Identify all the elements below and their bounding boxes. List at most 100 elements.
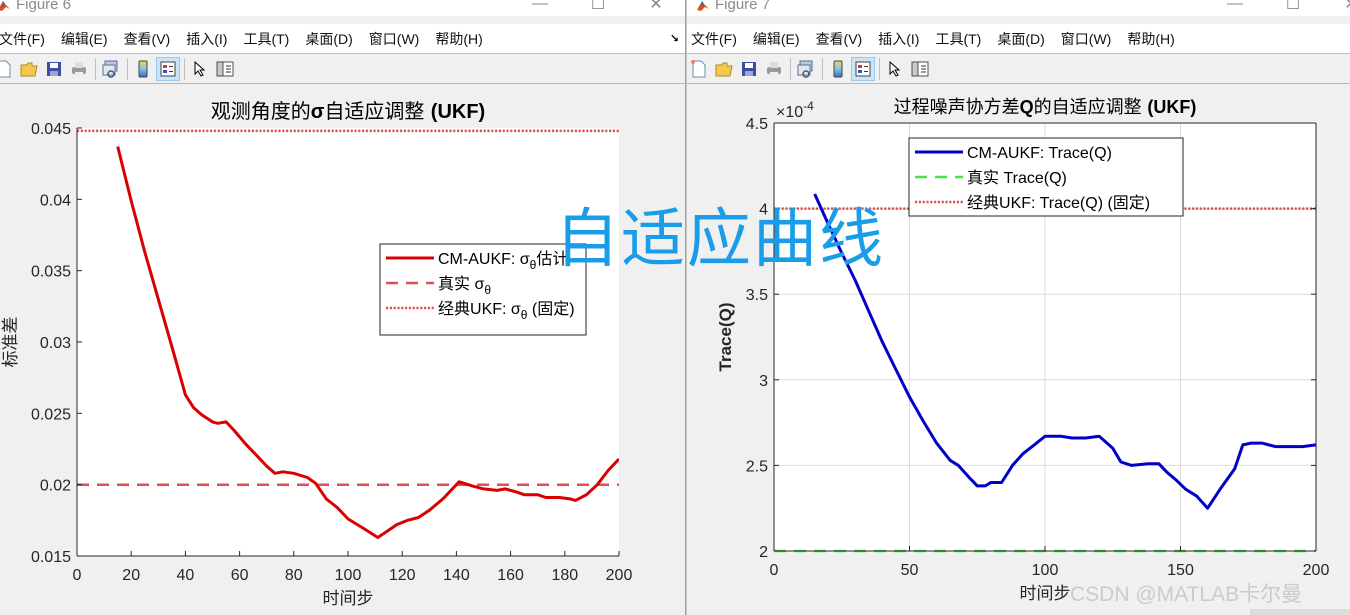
x-tick-label: 60 xyxy=(231,567,249,584)
toolbar-separator xyxy=(790,58,791,80)
select-pointer-icon[interactable] xyxy=(188,57,212,81)
legend-icon[interactable] xyxy=(156,57,180,81)
toolbar-separator xyxy=(879,58,880,80)
menu-insert[interactable]: 插入(I) xyxy=(878,30,920,47)
x-tick-label: 160 xyxy=(497,567,524,584)
y-tick-label: 0.045 xyxy=(31,121,71,138)
y-tick-label: 4.5 xyxy=(746,116,768,133)
figure-canvas: 0 20 40 60 80 100 120 140 160 180 200 0.015 0.02 0.02… xyxy=(0,85,685,615)
x-tick-label: 200 xyxy=(1303,562,1330,579)
y-tick-label: 0.04 xyxy=(40,192,71,209)
y-axis-label: Trace(Q) xyxy=(716,303,735,372)
x-tick-label: 80 xyxy=(285,567,303,584)
open-file-icon[interactable] xyxy=(17,57,41,81)
sigma-adaptation-chart[interactable]: 0 20 40 60 80 100 120 140 160 180 200 0.015 0.02 0.02… xyxy=(0,85,686,615)
new-figure-icon[interactable] xyxy=(687,57,711,81)
menu-view[interactable]: 查看(V) xyxy=(123,30,171,47)
maximize-button[interactable]: ☐ xyxy=(590,0,606,13)
legend[interactable]: CM-AUKF: Trace(Q) 真实 Trace(Q) 经典UKF: Trace… xyxy=(908,137,1184,217)
menu-window[interactable]: 窗口(W) xyxy=(368,30,420,47)
open-file-icon[interactable] xyxy=(712,57,736,81)
y-tick-label: 0.03 xyxy=(40,335,71,352)
menu-help[interactable]: 帮助(H) xyxy=(1127,30,1175,47)
y-tick-label: 0.015 xyxy=(31,549,71,566)
select-pointer-icon[interactable] xyxy=(883,57,907,81)
figure-window-6: Figure 6 — ☐ ✕ 文件(F) 编辑(E) 查看(V) 插入(I) 工… xyxy=(0,0,686,615)
legend-entry: CM-AUKF: Trace(Q) xyxy=(967,145,1112,162)
y-tick-label: 0.025 xyxy=(31,406,71,423)
close-button[interactable]: ✕ xyxy=(1322,0,1350,16)
y-tick-label: 2.5 xyxy=(746,458,768,475)
y-tick-label: 0.035 xyxy=(31,264,71,281)
menu-desktop[interactable]: 桌面(D) xyxy=(997,30,1045,47)
menu-insert[interactable]: 插入(I) xyxy=(186,30,228,47)
window-title: Figure 7 xyxy=(715,0,771,13)
x-tick-label: 200 xyxy=(606,567,633,584)
menu-tools[interactable]: 工具(T) xyxy=(243,30,290,47)
y-tick-label: 3.5 xyxy=(746,287,768,304)
close-button[interactable]: ✕ xyxy=(649,0,663,13)
maximize-button[interactable]: ☐ xyxy=(1285,0,1301,13)
menu-edit[interactable]: 编辑(E) xyxy=(60,30,108,47)
legend-entry: 真实 σθ xyxy=(438,274,491,297)
print-icon[interactable] xyxy=(67,57,91,81)
toolbar-separator xyxy=(95,58,96,80)
x-tick-label: 150 xyxy=(1167,562,1194,579)
chart-title: 观测角度的σ自适应调整 (UKF) xyxy=(211,99,485,123)
toolbar-separator xyxy=(822,58,823,80)
matlab-logo-icon xyxy=(695,0,709,11)
menu-file[interactable]: 文件(F) xyxy=(0,30,45,47)
x-tick-label: 20 xyxy=(122,567,140,584)
x-tick-label: 140 xyxy=(443,567,470,584)
menu-bar: 文件(F) 编辑(E) 查看(V) 插入(I) 工具(T) 桌面(D) 窗口(W… xyxy=(687,24,1350,54)
menu-desktop[interactable]: 桌面(D) xyxy=(305,30,353,47)
link-plot-icon[interactable] xyxy=(794,57,818,81)
new-figure-icon[interactable] xyxy=(0,57,16,81)
x-tick-label: 0 xyxy=(73,567,82,584)
menu-window[interactable]: 窗口(W) xyxy=(1060,30,1112,47)
x-tick-label: 180 xyxy=(551,567,578,584)
dock-arrow-icon[interactable]: ↘ xyxy=(669,33,679,45)
colorbar-icon[interactable] xyxy=(826,57,850,81)
menu-tools[interactable]: 工具(T) xyxy=(935,30,982,47)
x-tick-label: 50 xyxy=(901,562,919,579)
menu-help[interactable]: 帮助(H) xyxy=(435,30,483,47)
property-inspector-icon[interactable] xyxy=(213,57,237,81)
legend-entry: 经典UKF: σθ (固定) xyxy=(438,299,575,322)
legend-icon[interactable] xyxy=(851,57,875,81)
save-icon[interactable] xyxy=(42,57,66,81)
colorbar-icon[interactable] xyxy=(131,57,155,81)
minimize-button[interactable]: — xyxy=(1227,0,1243,12)
y-tick-label: 2 xyxy=(759,544,768,561)
print-icon[interactable] xyxy=(762,57,786,81)
menu-view[interactable]: 查看(V) xyxy=(815,30,863,47)
series-line xyxy=(813,193,1316,510)
trace-q-adaptation-chart[interactable]: 0 50 100 150 200 2 2.5 3 3.5 4 4.5 ×10-4 过程噪声协方差Q的自适… xyxy=(687,85,1350,615)
legend-entry: CM-AUKF: σθ估计 xyxy=(438,249,568,272)
y-tick-label: 0.02 xyxy=(40,478,71,495)
menu-file[interactable]: 文件(F) xyxy=(691,30,737,47)
figure-toolbar xyxy=(0,55,685,84)
figure-window-7: Figure 7 — ☐ ✕ 文件(F) 编辑(E) 查看(V) 插入(I) 工… xyxy=(686,0,1350,615)
series-line xyxy=(116,146,619,539)
legend-entry: 经典UKF: Trace(Q) (固定) xyxy=(967,193,1150,212)
property-inspector-icon[interactable] xyxy=(908,57,932,81)
x-tick-label: 0 xyxy=(770,562,779,579)
plot-area xyxy=(77,128,619,556)
title-bar: Figure 7 — ☐ ✕ xyxy=(687,0,1350,16)
figure-toolbar xyxy=(687,55,1350,84)
link-plot-icon[interactable] xyxy=(99,57,123,81)
taskbar-fragment xyxy=(1250,609,1350,615)
menu-bar: 文件(F) 编辑(E) 查看(V) 插入(I) 工具(T) 桌面(D) 窗口(W… xyxy=(0,24,685,54)
menu-edit[interactable]: 编辑(E) xyxy=(752,30,800,47)
x-tick-label: 100 xyxy=(335,567,362,584)
save-icon[interactable] xyxy=(737,57,761,81)
y-exponent-label: ×10-4 xyxy=(776,99,814,121)
matlab-logo-icon xyxy=(0,0,10,11)
minimize-button[interactable]: — xyxy=(532,0,548,12)
window-title: Figure 6 xyxy=(16,0,72,13)
x-tick-label: 120 xyxy=(389,567,416,584)
legend-entry: 真实 Trace(Q) xyxy=(967,168,1067,187)
